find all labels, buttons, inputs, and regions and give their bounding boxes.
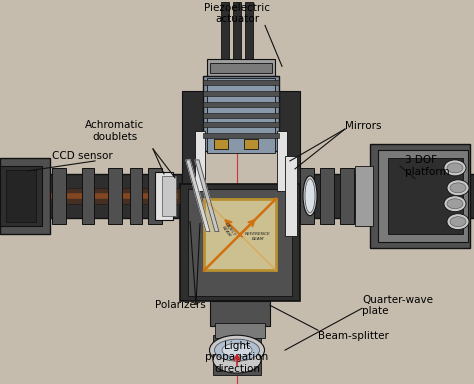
Ellipse shape: [447, 199, 463, 209]
Ellipse shape: [450, 183, 466, 193]
Bar: [204, 199, 276, 270]
Bar: [221, 2, 229, 63]
Ellipse shape: [447, 163, 463, 173]
Polygon shape: [195, 160, 219, 232]
Text: Light
propagation
direction: Light propagation direction: [205, 341, 269, 374]
Ellipse shape: [305, 179, 315, 213]
Bar: [180, 184, 300, 301]
Ellipse shape: [215, 339, 259, 361]
Bar: [203, 133, 279, 138]
Bar: [214, 139, 228, 149]
Bar: [130, 168, 142, 223]
Bar: [207, 78, 275, 153]
Bar: [277, 131, 287, 191]
Bar: [0, 166, 42, 226]
Bar: [203, 102, 279, 107]
Bar: [0, 158, 50, 233]
Text: Piezoelectric
actuator: Piezoelectric actuator: [204, 3, 270, 24]
Bar: [355, 166, 373, 226]
Bar: [210, 301, 270, 326]
Ellipse shape: [444, 196, 466, 212]
Bar: [182, 91, 204, 186]
Ellipse shape: [210, 335, 264, 365]
Ellipse shape: [213, 347, 261, 373]
Bar: [203, 91, 279, 96]
Bar: [82, 168, 94, 223]
Text: CCD sensor: CCD sensor: [52, 151, 113, 161]
Text: OBJECT
BEAM: OBJECT BEAM: [220, 222, 236, 240]
Bar: [388, 158, 463, 233]
Bar: [148, 168, 162, 223]
Bar: [300, 174, 474, 218]
Text: Quarter-wave
plate: Quarter-wave plate: [362, 295, 433, 316]
Bar: [215, 323, 265, 338]
Bar: [0, 174, 182, 218]
Text: Beam-splitter: Beam-splitter: [318, 331, 389, 341]
Text: REFERENCE
BEAM: REFERENCE BEAM: [245, 232, 271, 241]
Bar: [203, 76, 279, 151]
Bar: [6, 170, 36, 222]
Ellipse shape: [222, 343, 252, 357]
Text: Polarizers: Polarizers: [155, 300, 206, 310]
Bar: [244, 139, 258, 149]
Ellipse shape: [450, 217, 466, 227]
Bar: [378, 150, 468, 242]
Polygon shape: [186, 160, 210, 232]
Bar: [195, 131, 205, 191]
Bar: [300, 168, 314, 223]
Bar: [233, 2, 241, 63]
Bar: [213, 335, 261, 375]
Bar: [203, 113, 279, 118]
Ellipse shape: [447, 180, 469, 196]
Ellipse shape: [447, 214, 469, 230]
Bar: [278, 91, 300, 186]
Bar: [207, 59, 275, 77]
Ellipse shape: [444, 160, 466, 176]
Bar: [203, 122, 279, 127]
Text: Achromatic
doublets: Achromatic doublets: [85, 120, 145, 142]
Text: 3 DOF
platform: 3 DOF platform: [405, 155, 450, 177]
Bar: [320, 168, 334, 223]
Bar: [210, 63, 272, 73]
Bar: [203, 80, 279, 85]
Bar: [370, 144, 470, 248]
Bar: [155, 172, 173, 220]
Bar: [285, 156, 297, 236]
Bar: [108, 168, 122, 223]
Bar: [188, 189, 292, 296]
Bar: [52, 168, 66, 223]
Bar: [10, 188, 180, 204]
Bar: [245, 2, 253, 63]
Ellipse shape: [303, 176, 317, 216]
Bar: [340, 168, 354, 223]
Bar: [162, 176, 176, 216]
Text: Mirrors: Mirrors: [345, 121, 382, 131]
